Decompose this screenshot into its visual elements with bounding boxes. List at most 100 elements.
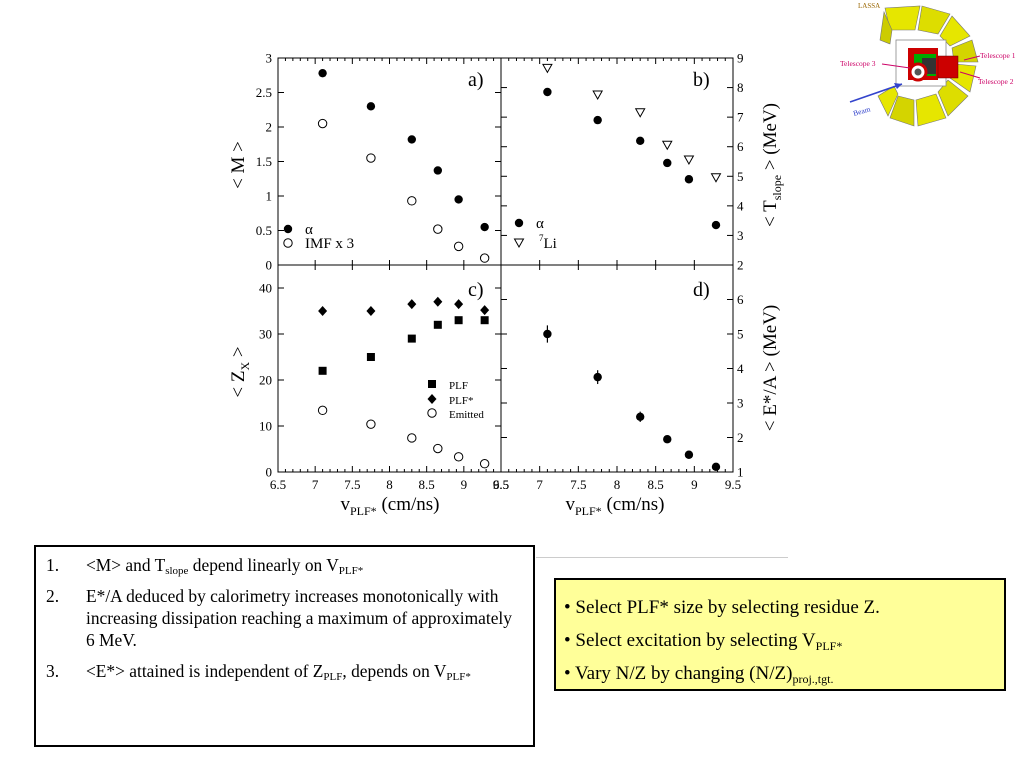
axis-title-text: (cm/ns) <box>602 494 665 515</box>
axis-title-subscript: PLF* <box>350 504 377 518</box>
item-text: <E*> attained is independent of Z <box>86 661 324 681</box>
data-point <box>636 412 645 421</box>
item-text: depend linearly on V <box>188 555 339 575</box>
item-subscript: slope <box>165 565 189 577</box>
data-point <box>683 155 695 166</box>
data-point <box>366 102 376 111</box>
conclusion-item-3: 3. <E*> attained is independent of ZPLF,… <box>44 660 523 683</box>
item-subscript: PLF* <box>338 565 364 577</box>
axis-title-text: < E*/A > (MeV) <box>760 305 781 431</box>
legend-li7: 7Li <box>539 233 557 252</box>
data-point <box>542 63 553 74</box>
data-point <box>711 220 721 230</box>
x-tick-label: 9 <box>461 477 468 492</box>
data-point <box>407 196 417 206</box>
axis-title-text: > (MeV) <box>760 103 781 175</box>
data-point <box>366 153 376 163</box>
y-tick-label: 5 <box>737 327 744 342</box>
x-tick-label: 9 <box>691 477 698 492</box>
y-tick-label: 0 <box>266 465 273 480</box>
bullet-line-3: • Vary N/Z by changing (N/Z)proj.,tgt. <box>564 657 1004 690</box>
axis-title-text: < T <box>760 200 781 227</box>
x-tick-label: 9.5 <box>725 477 741 492</box>
y-tick-label: 1 <box>737 465 744 480</box>
item-number: 2. <box>46 586 60 606</box>
data-point <box>479 253 490 263</box>
x-tick-label: 7.5 <box>570 477 586 492</box>
data-point <box>317 405 328 416</box>
data-point <box>318 366 327 375</box>
x-tick-label: 6.5 <box>270 477 286 492</box>
x-tick-label: 8.5 <box>419 477 435 492</box>
telescope-3-label: Telescope 3 <box>840 59 876 68</box>
data-point <box>710 173 722 183</box>
x-axis-title-right: vPLF* (cm/ns) <box>566 494 665 518</box>
y-tick-label: 20 <box>259 373 272 388</box>
data-point <box>593 115 602 125</box>
axis-title-text: < M > <box>228 141 249 189</box>
data-point <box>480 305 490 316</box>
data-point <box>661 140 673 151</box>
legend-imf: IMF x 3 <box>305 236 354 252</box>
data-point <box>407 334 416 343</box>
axis-title-text: v <box>566 494 576 515</box>
y-tick-label: 1.5 <box>256 154 272 169</box>
y-tick-label: 30 <box>259 327 272 342</box>
data-point <box>454 195 463 204</box>
lassa-detector-image: LASSA Telescope 1 Telescope 2 Telescope … <box>840 2 1016 127</box>
panel-label: a) <box>468 69 484 91</box>
y-tick-label: 2 <box>737 430 744 445</box>
x-tick-label: 9.5 <box>493 477 509 492</box>
conclusion-item-2: 2. E*/A deduced by calorimetry increases… <box>44 585 523 651</box>
axis-title-subscript: PLF* <box>575 504 602 518</box>
data-point <box>366 353 375 361</box>
y-tick-label: 4 <box>737 361 744 376</box>
legend-li7-symbol: Li <box>544 236 557 252</box>
y-axis-title-b: < Tslope > (MeV) <box>760 103 784 227</box>
bullet-line-1: • Select PLF* size by selecting residue … <box>564 597 880 618</box>
conclusion-item-1: 1. <M> and Tslope depend linearly on VPL… <box>44 554 523 577</box>
y-tick-label: 3 <box>737 228 744 243</box>
y-axis-title-a: < M > <box>228 141 249 189</box>
data-point <box>318 306 328 316</box>
data-point <box>480 222 489 232</box>
data-point <box>543 329 552 339</box>
legend-li7-mass: 7 <box>539 233 544 243</box>
data-point <box>636 136 645 145</box>
legend-plf: PLF <box>449 380 468 392</box>
data-point <box>479 459 490 469</box>
x-tick-label: 7.5 <box>344 477 360 492</box>
data-point <box>407 135 416 144</box>
axis-title-text: > <box>228 346 249 361</box>
item-text: E*/A deduced by calorimetry increases mo… <box>86 586 512 650</box>
separator-line <box>536 557 788 558</box>
bullet-subscript: proj.,tgt. <box>792 672 834 686</box>
y-tick-label: 0 <box>266 258 273 273</box>
item-subscript: PLF <box>323 671 343 683</box>
y-tick-label: 8 <box>737 80 744 95</box>
data-point <box>433 320 442 329</box>
item-text: , depends on V <box>342 661 447 681</box>
data-point <box>407 433 417 443</box>
telescope-1-label: Telescope 1 <box>980 51 1016 60</box>
detector-drawing <box>849 5 981 127</box>
y-axis-title-d: < E*/A > (MeV) <box>760 305 781 431</box>
data-point <box>513 238 525 249</box>
data-point <box>317 118 328 129</box>
y-tick-label: 6 <box>737 292 744 307</box>
data-point <box>454 316 463 325</box>
beam-label: Beam <box>852 104 871 118</box>
data-point <box>684 175 694 184</box>
panel-label: d) <box>693 279 710 301</box>
y-tick-label: 9 <box>737 51 744 66</box>
y-axis-title-c: < ZX > <box>228 346 252 397</box>
item-text: <M> and T <box>86 555 166 575</box>
data-point <box>283 238 293 248</box>
y-tick-label: 1 <box>266 189 273 204</box>
data-point <box>514 218 524 228</box>
conclusions-list: 1. <M> and Tslope depend linearly on VPL… <box>44 554 523 683</box>
marks-layer <box>317 63 722 472</box>
bullet-subscript: PLF* <box>815 639 843 653</box>
figure-canvas: 6.5 7 7.5 8 8.5 9 9.56.5 7 7.5 8 8.5 9 9.500.511.522… <box>228 51 784 519</box>
x-tick-label: 7 <box>536 477 543 492</box>
